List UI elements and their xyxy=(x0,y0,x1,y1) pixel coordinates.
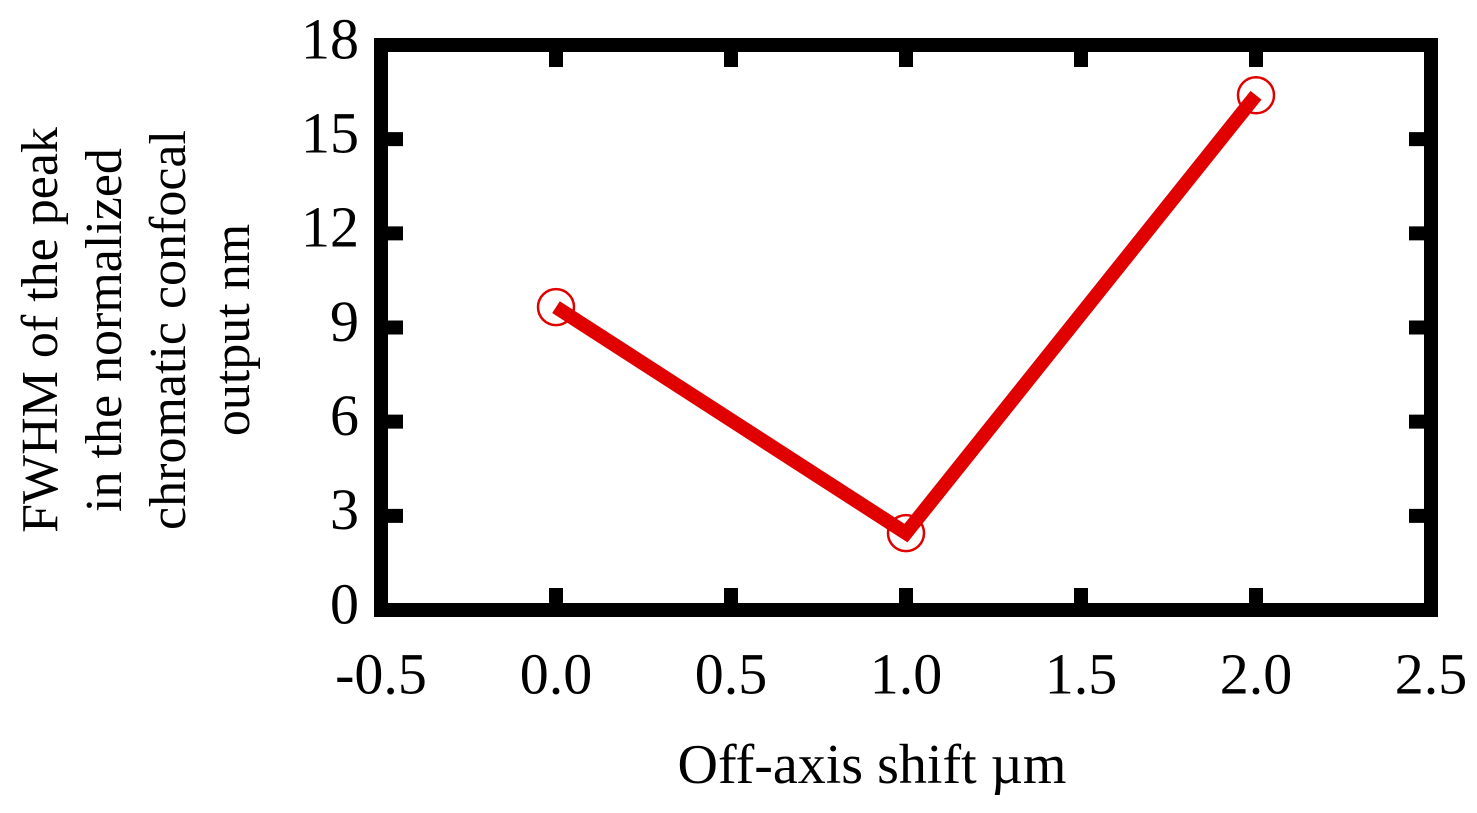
y-axis-label: in the normalized xyxy=(76,148,133,512)
y-tick-label: 12 xyxy=(301,195,359,260)
x-tick-label: 1.0 xyxy=(870,641,943,706)
data-point xyxy=(886,513,926,553)
x-tick-label: -0.5 xyxy=(335,641,427,706)
y-tick-label: 0 xyxy=(330,571,359,636)
y-axis-label: FWHM of the peak xyxy=(12,127,69,533)
y-tick-label: 6 xyxy=(330,383,359,448)
y-tick-label: 15 xyxy=(301,100,359,165)
x-tick-label: 2.0 xyxy=(1220,641,1293,706)
y-tick-label: 3 xyxy=(330,477,359,542)
y-tick-label: 9 xyxy=(330,289,359,354)
x-axis-label: Off-axis shift µm xyxy=(678,734,1067,796)
x-tick-label: 0.5 xyxy=(695,641,768,706)
plot-frame xyxy=(374,38,1438,617)
y-axis-label: chromatic confocal xyxy=(140,130,197,530)
data-point xyxy=(536,287,576,327)
x-tick-label: 1.5 xyxy=(1045,641,1118,706)
y-tick-label: 18 xyxy=(301,6,359,71)
data-point xyxy=(1236,75,1276,115)
x-tick-label: 0.0 xyxy=(520,641,593,706)
x-tick-label: 2.5 xyxy=(1395,641,1468,706)
data-line xyxy=(552,90,1262,543)
y-axis-label: output nm xyxy=(204,224,261,436)
